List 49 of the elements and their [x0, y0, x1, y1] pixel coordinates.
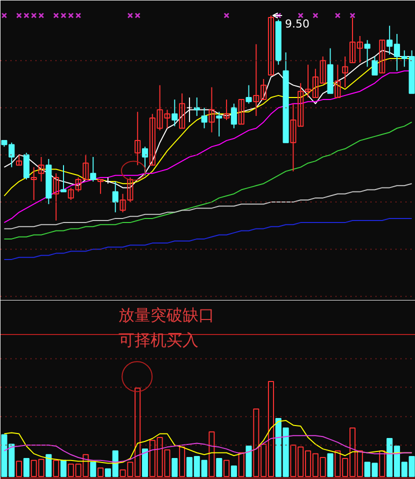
bar: [208, 431, 215, 477]
bar: [98, 467, 104, 477]
candlestick: [194, 97, 200, 116]
bar: [379, 450, 386, 477]
candlestick: [268, 15, 274, 76]
candlestick: [342, 56, 348, 88]
bar: [16, 460, 22, 477]
candlestick: [186, 97, 192, 123]
candlestick: [179, 92, 186, 129]
candlestick: [379, 40, 386, 74]
candlestick: [16, 154, 22, 166]
candlestick: [201, 107, 208, 129]
candlestick: [98, 179, 104, 194]
bar: [172, 458, 178, 477]
candlestick: [112, 181, 118, 213]
text: 可择机买入: [118, 330, 198, 350]
bar: [46, 454, 52, 477]
candlestick: [216, 111, 222, 137]
bar: [230, 466, 237, 477]
candlestick: [230, 103, 237, 129]
candlestick: [238, 99, 244, 125]
annotation: 9.50: [284, 18, 310, 30]
candlestick: [30, 166, 37, 200]
bar: [60, 460, 67, 477]
candlestick: [208, 86, 215, 133]
bar: [216, 458, 222, 477]
candlestick: [372, 56, 378, 76]
bar: [53, 460, 60, 477]
candlestick: [38, 156, 44, 182]
candlestick: [172, 99, 178, 127]
bar: [238, 452, 244, 477]
candlestick: [246, 84, 252, 104]
bar: [23, 458, 30, 477]
candlestick: [53, 172, 60, 221]
candlestick: [224, 99, 230, 121]
candlestick: [134, 111, 141, 166]
bar: [142, 448, 148, 477]
bar: [327, 453, 334, 477]
candlestick: [90, 156, 96, 182]
candlestick: [334, 64, 341, 98]
bar: [224, 460, 230, 477]
candlestick: [23, 152, 30, 180]
bar: [179, 446, 186, 477]
candlestick: [142, 146, 148, 176]
bar: [90, 462, 96, 477]
bar: [246, 446, 252, 477]
text: 放量突破缺口: [118, 306, 214, 324]
candlestick: [60, 164, 67, 192]
candlestick: [364, 40, 370, 68]
